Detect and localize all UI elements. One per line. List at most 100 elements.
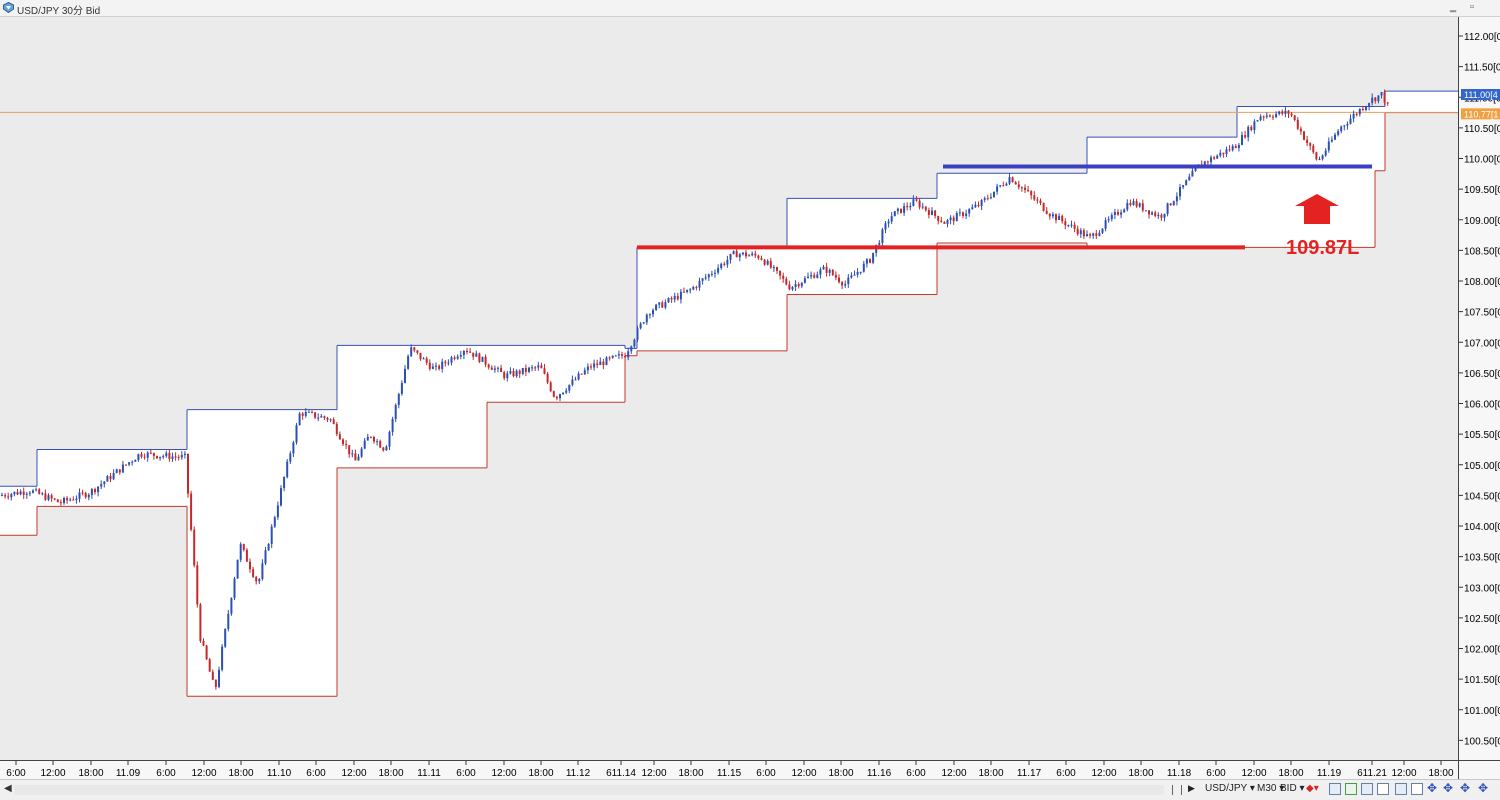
candle-body bbox=[1278, 111, 1281, 114]
candle-body bbox=[800, 282, 803, 287]
candle-body bbox=[515, 370, 518, 377]
candle-body bbox=[1079, 230, 1082, 235]
candle-body bbox=[766, 260, 769, 265]
order-marker-icon[interactable]: ◆▾ bbox=[1306, 783, 1319, 794]
candle-body bbox=[125, 464, 127, 466]
candle-body bbox=[831, 269, 834, 276]
chart-plot-area[interactable]: 109.87L bbox=[0, 17, 1458, 760]
candle-body bbox=[199, 604, 202, 642]
candle-body bbox=[751, 253, 754, 256]
candle-body bbox=[149, 452, 152, 454]
price-axis[interactable]: 112.00[0111.50[0111.00[0110.50[0110.00[0… bbox=[1458, 17, 1500, 760]
candle-body bbox=[735, 251, 738, 258]
time-tick-label: 18:00 bbox=[1128, 768, 1153, 779]
candle-body bbox=[1380, 92, 1383, 96]
candle-body bbox=[1312, 145, 1315, 153]
symbol-selector[interactable]: USD/JPY ▾ bbox=[1205, 783, 1255, 794]
candle-body bbox=[552, 391, 555, 397]
time-tick-label: 11.12 bbox=[566, 768, 591, 779]
candle-body bbox=[1352, 113, 1355, 119]
candle-body bbox=[493, 368, 496, 370]
horizontal-scrollbar[interactable] bbox=[14, 785, 1164, 795]
time-tick-label: 11.17 bbox=[1017, 768, 1042, 779]
candle-body bbox=[81, 492, 84, 494]
timeframe-selector[interactable]: M30 ▾ bbox=[1257, 783, 1284, 794]
status-bar: ◀ ▶ USD/JPY ▾ M30 ▾ BID ▾ ◆▾ ✥ ✥ ✥ ✥ bbox=[0, 779, 1500, 800]
candle-body bbox=[280, 488, 282, 506]
candle-body bbox=[636, 328, 639, 340]
candle-body bbox=[1365, 106, 1367, 110]
candle-body bbox=[937, 215, 940, 221]
candle-body bbox=[599, 361, 602, 365]
candle-body bbox=[35, 489, 38, 491]
candle-body bbox=[993, 191, 995, 198]
candle-body bbox=[732, 251, 735, 254]
candle-body bbox=[500, 367, 503, 373]
candle-body bbox=[53, 498, 56, 500]
scroll-left-icon[interactable]: ◀ bbox=[4, 783, 12, 794]
time-tick-label: 12:00 bbox=[1091, 768, 1116, 779]
price-chart[interactable]: 109.87L bbox=[0, 17, 1458, 760]
price-tick-label: 103.50[0 bbox=[1464, 553, 1500, 564]
candle-body bbox=[838, 277, 840, 283]
candle-body bbox=[1014, 182, 1017, 185]
price-tick-label: 110.00[0 bbox=[1464, 155, 1500, 166]
candle-body bbox=[453, 357, 456, 359]
candle-body bbox=[1374, 97, 1377, 102]
candle-body bbox=[112, 473, 115, 480]
candle-type-icon[interactable] bbox=[1345, 783, 1357, 795]
reset-view-icon[interactable]: ✥ bbox=[1478, 781, 1489, 795]
candle-body bbox=[931, 210, 933, 215]
minimize-button[interactable]: ‗ bbox=[1449, 1, 1457, 13]
candle-body bbox=[1101, 228, 1104, 233]
chevron-down-icon: ▾ bbox=[1279, 783, 1285, 794]
scroll-bar-handle[interactable] bbox=[1172, 785, 1182, 795]
drawing-tool-icon[interactable] bbox=[1411, 783, 1423, 795]
candle-body bbox=[379, 441, 382, 448]
range-box-fill bbox=[937, 173, 1087, 244]
candle-body bbox=[1262, 116, 1265, 118]
candle-body bbox=[233, 578, 236, 598]
candle-body bbox=[506, 373, 509, 379]
grid-toggle-icon[interactable] bbox=[1361, 783, 1373, 795]
candle-body bbox=[385, 446, 388, 451]
candle-body bbox=[1020, 187, 1023, 189]
time-tick-label: 11.19 bbox=[1317, 768, 1342, 779]
candle-body bbox=[190, 493, 193, 530]
scroll-right-icon[interactable]: ▶ bbox=[1188, 783, 1195, 793]
candle-body bbox=[317, 417, 320, 419]
pan-icon[interactable]: ✥ bbox=[1460, 781, 1471, 795]
restore-button[interactable]: ▫ bbox=[1470, 1, 1474, 13]
crosshair-icon[interactable] bbox=[1377, 783, 1389, 795]
candle-body bbox=[1151, 212, 1154, 215]
candle-body bbox=[642, 322, 645, 324]
candle-body bbox=[41, 493, 44, 495]
candle-body bbox=[639, 323, 642, 329]
candle-body bbox=[593, 363, 596, 368]
candle-body bbox=[1135, 201, 1138, 207]
price-type-selector[interactable]: BID ▾ bbox=[1280, 783, 1304, 794]
zoom-in-icon[interactable]: ✥ bbox=[1427, 781, 1438, 795]
candle-body bbox=[828, 269, 831, 273]
zoom-out-icon[interactable]: ✥ bbox=[1443, 781, 1454, 795]
time-tick-label: 18:00 bbox=[678, 768, 703, 779]
window-title: USD/JPY 30分 Bid bbox=[17, 6, 101, 17]
candle-body bbox=[326, 417, 329, 420]
candle-body bbox=[611, 355, 614, 358]
zoom-fit-icon[interactable] bbox=[1329, 783, 1341, 795]
candle-body bbox=[906, 206, 909, 208]
time-tick-label: 18:00 bbox=[528, 768, 553, 779]
time-axis[interactable]: 6:00 12:00 18:00 11.09 6:00 12:00 18:00 11.10 6:… bbox=[0, 760, 1458, 779]
candle-body bbox=[989, 197, 992, 199]
candle-body bbox=[363, 440, 366, 449]
time-axis-scale: 6:00 12:00 18:00 11.09 6:00 12:00 18:00 11.10 6:… bbox=[6, 761, 1454, 779]
candle-body bbox=[100, 484, 103, 487]
candle-body bbox=[1089, 234, 1092, 236]
indicator-icon[interactable] bbox=[1395, 783, 1407, 795]
candle-body bbox=[13, 491, 16, 495]
candle-body bbox=[602, 361, 605, 366]
time-tick-label: 6:00 bbox=[6, 768, 26, 779]
candle-body bbox=[1163, 213, 1166, 218]
candle-body bbox=[1358, 108, 1361, 115]
candle-body bbox=[307, 411, 310, 413]
